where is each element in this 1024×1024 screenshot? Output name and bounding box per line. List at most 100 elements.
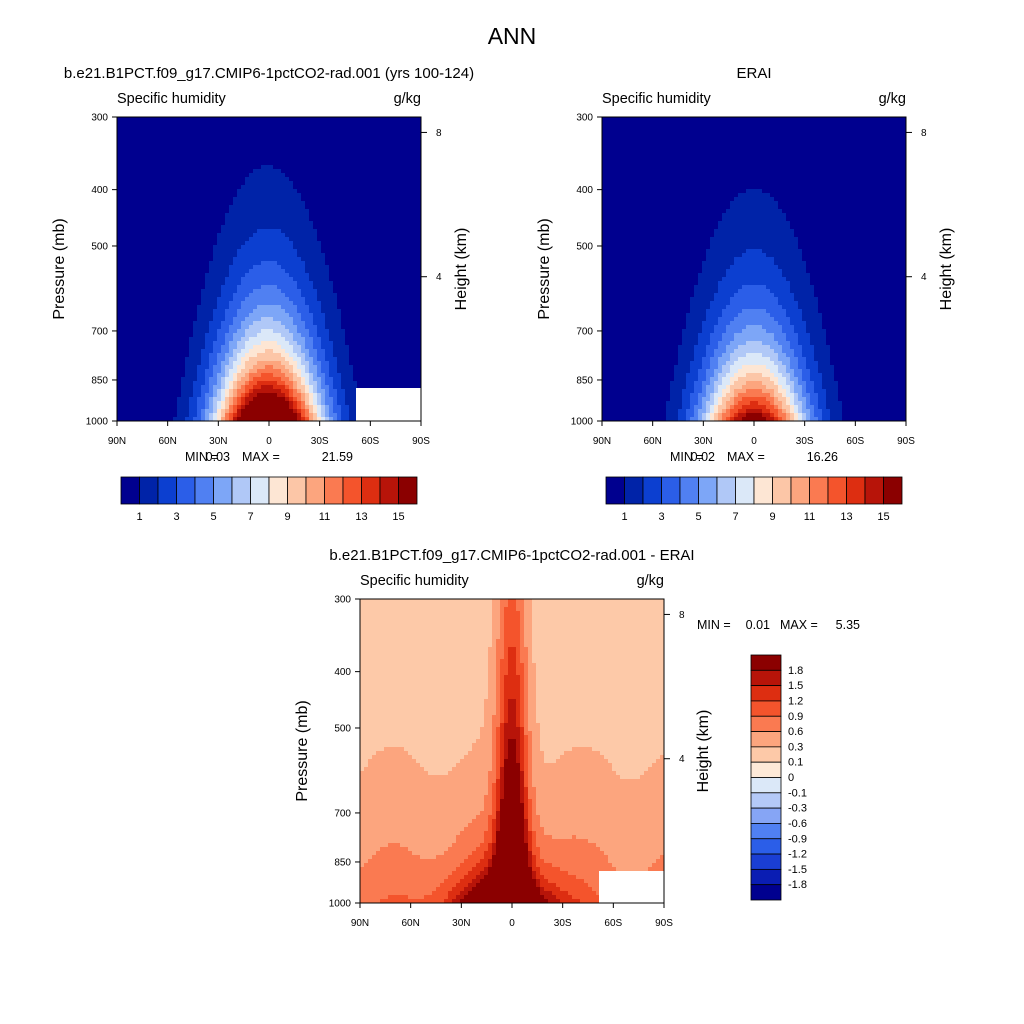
contour-cell [245, 217, 250, 222]
contour-cell [317, 265, 322, 270]
contour-cell [185, 365, 190, 370]
contour-cell [245, 137, 250, 142]
contour-cell [349, 249, 354, 254]
contour-cell [285, 401, 290, 406]
contour-cell [373, 257, 378, 262]
contour-cell [269, 329, 274, 334]
contour-cell [289, 337, 294, 342]
contour-cell [285, 173, 290, 178]
contour-cell [173, 225, 178, 230]
contour-cell [293, 125, 298, 130]
contour-cell [145, 369, 150, 374]
contour-cell [221, 309, 226, 314]
contour-cell [313, 329, 318, 334]
contour-cell [273, 241, 278, 246]
contour-cell [257, 153, 262, 158]
contour-cell [353, 149, 358, 154]
contour-cell [289, 273, 294, 278]
contour-cell [361, 377, 366, 382]
contour-cell [133, 345, 138, 350]
contour-cell [297, 269, 302, 274]
contour-cell [189, 121, 194, 126]
contour-cell [133, 317, 138, 322]
contour-cell [353, 169, 358, 174]
contour-cell [121, 185, 126, 190]
contour-cell [221, 293, 226, 298]
contour-cell [233, 401, 238, 406]
contour-cell [149, 173, 154, 178]
contour-cell [133, 417, 138, 421]
contour-cell [125, 297, 130, 302]
contour-cell [321, 397, 326, 402]
contour-cell [229, 277, 234, 282]
contour-cell [149, 329, 154, 334]
contour-cell [265, 205, 270, 210]
contour-cell [297, 137, 302, 142]
contour-cell [361, 193, 366, 198]
contour-cell [121, 253, 126, 258]
contour-cell [153, 297, 158, 302]
contour-cell [145, 317, 150, 322]
contour-cell [357, 349, 362, 354]
contour-cell [281, 269, 286, 274]
contour-cell [353, 313, 358, 318]
contour-cell [269, 201, 274, 206]
contour-cell [337, 177, 342, 182]
contour-cell [317, 137, 322, 142]
contour-cell [181, 117, 186, 122]
contour-cell [301, 353, 306, 358]
contour-cell [309, 117, 314, 122]
contour-cell [205, 389, 210, 394]
contour-cell [233, 409, 238, 414]
contour-cell [225, 177, 230, 182]
contour-cell [245, 269, 250, 274]
contour-cell [193, 289, 198, 294]
contour-cell [277, 273, 282, 278]
contour-cell [153, 289, 158, 294]
contour-cell [145, 341, 150, 346]
contour-cell [117, 369, 122, 374]
contour-cell [269, 133, 274, 138]
contour-cell [289, 289, 294, 294]
contour-cell [197, 321, 202, 326]
contour-cell [297, 341, 302, 346]
contour-cell [353, 229, 358, 234]
contour-cell [193, 241, 198, 246]
contour-cell [365, 381, 370, 386]
contour-cell [213, 225, 218, 230]
contour-cell [149, 305, 154, 310]
contour-cell [205, 141, 210, 146]
contour-cell [261, 165, 266, 170]
contour-cell [201, 141, 206, 146]
contour-cell [257, 345, 262, 350]
contour-cell [197, 393, 202, 398]
contour-cell [301, 285, 306, 290]
contour-cell [273, 273, 278, 278]
contour-cell [345, 257, 350, 262]
contour-cell [177, 265, 182, 270]
contour-cell [377, 305, 382, 310]
contour-cell [185, 333, 190, 338]
contour-cell [309, 285, 314, 290]
contour-cell [277, 177, 282, 182]
contour-cell [293, 193, 298, 198]
contour-cell [169, 377, 174, 382]
contour-cell [249, 177, 254, 182]
contour-cell [229, 237, 234, 242]
contour-cell [261, 237, 266, 242]
contour-cell [257, 253, 262, 258]
contour-cell [269, 321, 274, 326]
contour-cell [161, 149, 166, 154]
contour-cell [217, 165, 222, 170]
contour-cell [221, 129, 226, 134]
contour-cell [341, 417, 346, 421]
contour-cell [269, 217, 274, 222]
contour-cell [189, 173, 194, 178]
contour-cell [197, 149, 202, 154]
contour-cell [121, 209, 126, 214]
contour-cell [365, 145, 370, 150]
contour-cell [221, 357, 226, 362]
contour-cell [141, 349, 146, 354]
contour-cell [217, 213, 222, 218]
contour-cell [237, 249, 242, 254]
